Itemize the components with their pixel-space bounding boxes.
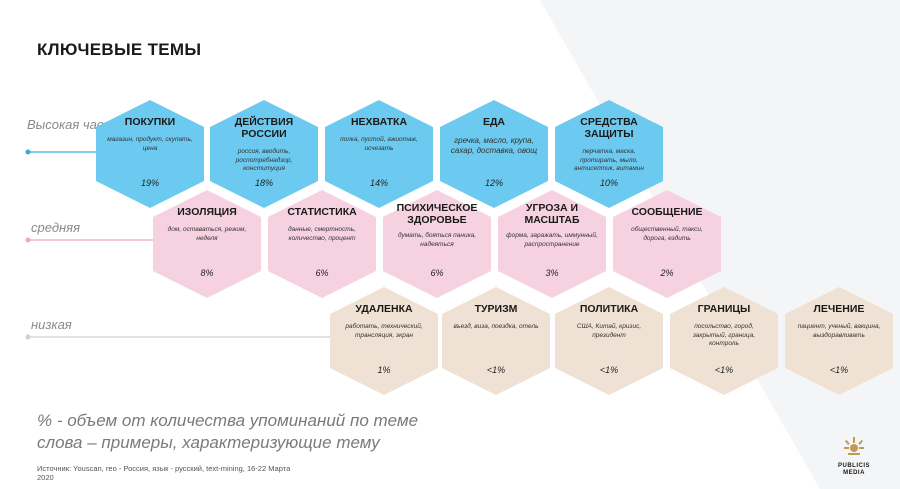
hex-shape [670, 287, 778, 395]
theme-words: США, Китай, кризис, президент [576, 323, 642, 339]
theme-words: общественный, такси, дорога, ездить [631, 226, 703, 242]
theme-percent: 3% [545, 268, 559, 278]
publicis-media-logo: PUBLICIS MEDIA [832, 436, 876, 477]
hex-shape [210, 100, 318, 208]
theme-words: полка, пустой, ажиотаж, исчезать [340, 136, 418, 152]
low-connector [25, 334, 345, 340]
row-label-low: низкая [31, 317, 72, 332]
theme-name: УДАЛЕНКА [355, 303, 413, 315]
hex-shape [785, 287, 893, 395]
theme-name: НЕХВАТКА [350, 116, 408, 128]
theme-percent: 2% [660, 268, 674, 278]
theme-words: магазин, продукт, скупать, цена [107, 136, 193, 152]
mid-connector [25, 237, 175, 243]
theme-percent: 8% [200, 268, 214, 278]
row-label-mid: средняя [31, 220, 81, 235]
hex-high-1: ПОКУПКИ магазин, продукт, скупать, цена … [96, 100, 204, 208]
theme-name: ПОЛИТИКА [579, 303, 639, 315]
theme-words: гречка, масло, крупа, сахар, доставка, о… [450, 136, 538, 155]
hex-high-3: НЕХВАТКА полка, пустой, ажиотаж, исчезат… [325, 100, 433, 208]
theme-percent: 18% [254, 178, 273, 188]
theme-words: думать, бояться паника, надеяться [397, 232, 477, 248]
hex-high-5: СРЕДСТВА ЗАЩИТЫ перчатка, маска, протира… [555, 100, 663, 208]
hex-shape [613, 190, 721, 298]
hex-low-5: ЛЕЧЕНИЕ пациент, ученый, вакцина, выздор… [785, 287, 893, 395]
hex-high-4: ЕДА гречка, масло, крупа, сахар, доставк… [440, 100, 548, 208]
hex-low-3: ПОЛИТИКА США, Китай, кризис, президент <… [555, 287, 663, 395]
hex-shape [153, 190, 261, 298]
theme-name: ПСИХИЧЕСКОЕ ЗДОРОВЬЕ [396, 202, 478, 226]
hex-low-2: ТУРИЗМ въезд, виза, поездка, отель <1% [442, 287, 550, 395]
hex-shape [498, 190, 606, 298]
hex-high-2: ДЕЙСТВИЯ РОССИИ россия, вводить, роспотр… [210, 100, 318, 208]
theme-percent: 14% [369, 178, 388, 188]
theme-percent: 10% [599, 178, 618, 188]
theme-percent: 6% [430, 268, 444, 278]
hex-shape [440, 100, 548, 208]
theme-name: ИЗОЛЯЦИЯ [177, 206, 237, 218]
hex-mid-5: СООБЩЕНИЕ общественный, такси, дорога, е… [613, 190, 721, 298]
theme-percent: <1% [829, 365, 849, 375]
legend-line-2: слова – примеры, характеризующие тему [37, 433, 380, 452]
logo-text-1: PUBLICIS [837, 463, 870, 469]
theme-percent: 12% [484, 178, 503, 188]
hex-mid-4: УГРОЗА И МАСШТАБ форма, заражать, иммунн… [498, 190, 606, 298]
source-line-2: 2020 [37, 473, 54, 482]
theme-name: ГРАНИЦЫ [697, 303, 751, 315]
theme-percent: 19% [140, 178, 159, 188]
hex-shape [442, 287, 550, 395]
hex-shape [325, 100, 433, 208]
hex-shape [555, 287, 663, 395]
theme-name: ЛЕЧЕНИЕ [813, 303, 865, 315]
hex-mid-2: СТАТИСТИКА данные, смертность, количеств… [268, 190, 376, 298]
theme-words: форма, заражать, иммунный, распространен… [506, 232, 598, 248]
theme-name: СТАТИСТИКА [287, 206, 357, 218]
page-title: КЛЮЧЕВЫЕ ТЕМЫ [37, 40, 202, 59]
theme-name: ЕДА [482, 116, 506, 128]
hex-shape [330, 287, 438, 395]
theme-name: ПОКУПКИ [124, 116, 176, 128]
hex-mid-1: ИЗОЛЯЦИЯ дом, оставаться, режим, неделя … [153, 190, 261, 298]
theme-words: посольство, город, закрытый, граница, ко… [692, 323, 756, 347]
legend-line-1: % - объем от количества упоминаний по те… [37, 411, 419, 430]
theme-words: работать, технический, трансляция, экран [345, 323, 423, 339]
theme-percent: 6% [315, 268, 329, 278]
theme-words: перчатка, маска, протирать, мыло, антисе… [574, 148, 644, 172]
theme-name: СООБЩЕНИЕ [631, 206, 703, 218]
theme-words: въезд, виза, поездка, отель [453, 323, 539, 330]
theme-words: данные, смертность, количество, процент [288, 226, 356, 242]
theme-percent: <1% [714, 365, 734, 375]
theme-words: пациент, ученый, вакцина, выздоравливать [797, 323, 881, 339]
hex-shape [555, 100, 663, 208]
theme-name: УГРОЗА И МАСШТАБ [524, 202, 580, 226]
theme-name: ДЕЙСТВИЯ РОССИИ [234, 116, 294, 140]
hex-shape [383, 190, 491, 298]
logo-emblem-icon [844, 437, 864, 455]
source-line-1: Источник: Youscan, гео - Россия, язык - … [37, 464, 291, 473]
theme-words: дом, оставаться, режим, неделя [167, 226, 247, 242]
logo-text-2: MEDIA [843, 470, 865, 476]
source-note: Источник: Youscan, гео - Россия, язык - … [37, 464, 290, 482]
legend: % - объем от количества упоминаний по те… [37, 410, 418, 454]
theme-percent: 1% [377, 365, 391, 375]
hex-low-1: УДАЛЕНКА работать, технический, трансляц… [330, 287, 438, 395]
theme-percent: <1% [486, 365, 506, 375]
hex-low-4: ГРАНИЦЫ посольство, город, закрытый, гра… [670, 287, 778, 395]
theme-percent: <1% [599, 365, 619, 375]
theme-name: СРЕДСТВА ЗАЩИТЫ [580, 116, 638, 140]
theme-words: россия, вводить, роспотребнадзор, консти… [235, 148, 293, 172]
hex-shape [268, 190, 376, 298]
hex-mid-3: ПСИХИЧЕСКОЕ ЗДОРОВЬЕ думать, бояться пан… [383, 190, 491, 298]
theme-name: ТУРИЗМ [474, 303, 518, 315]
hex-shape [96, 100, 204, 208]
